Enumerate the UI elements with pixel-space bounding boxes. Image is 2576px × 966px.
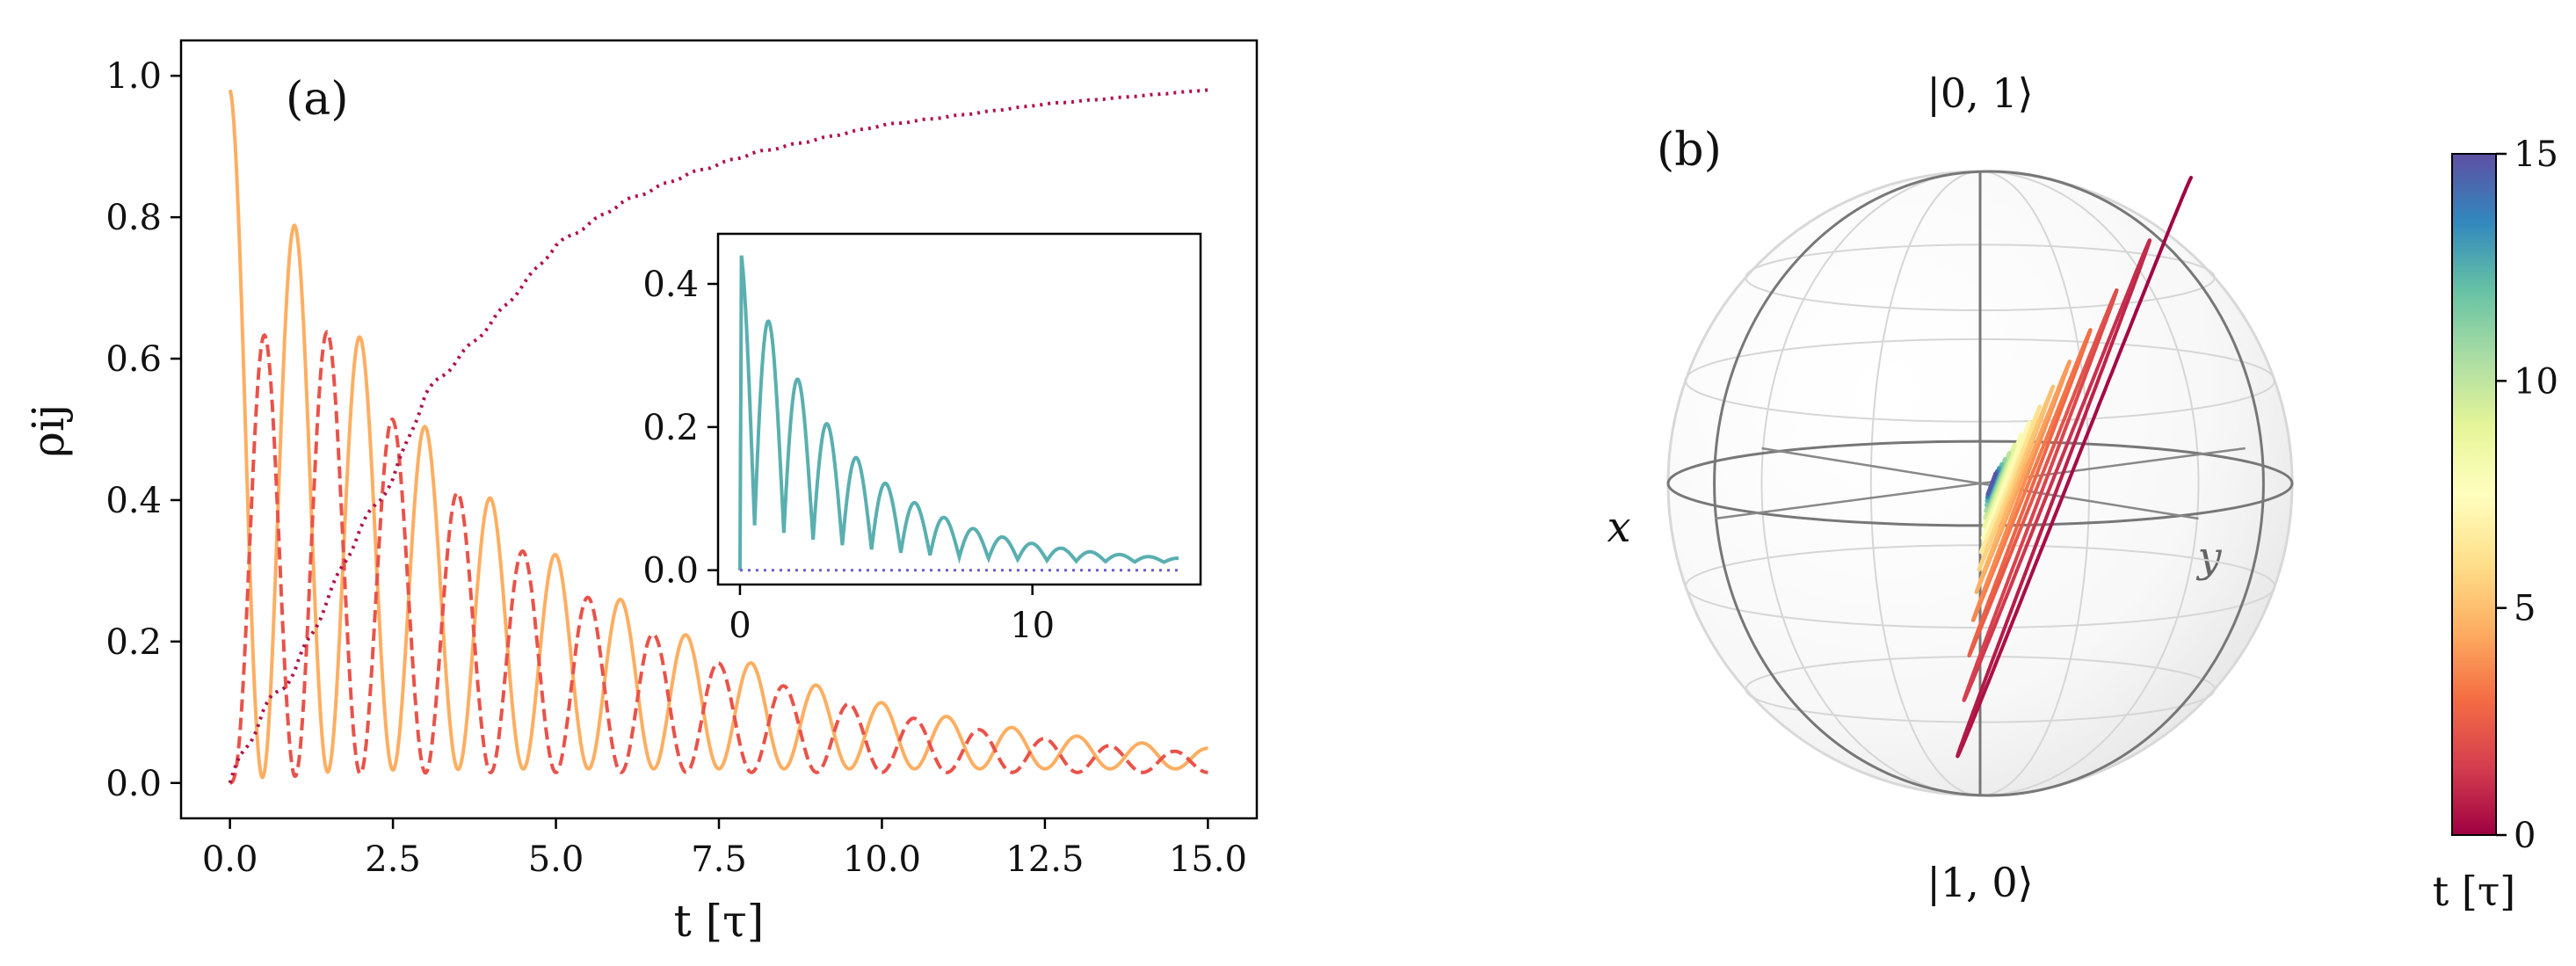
- inset-x-tick-label: 0: [729, 606, 751, 646]
- trajectory: [1956, 176, 2193, 759]
- sphere-y-axis: [1761, 447, 2199, 520]
- y-tick-label: 0.8: [105, 198, 162, 238]
- colorbar-tick-label: 0: [2514, 816, 2536, 856]
- inset-y-tick-label: 0.0: [642, 551, 699, 592]
- x-tick-label: 7.5: [691, 839, 747, 880]
- pole-label-top: |0, 1⟩: [1927, 69, 2033, 117]
- panel-label-b: (b): [1657, 124, 1722, 177]
- inset-x-tick-label: 10: [1010, 606, 1055, 646]
- y-tick-label: 0.4: [105, 481, 162, 521]
- trajectory-segment: [2039, 537, 2048, 552]
- trajectory-segment: [2127, 317, 2135, 331]
- trajectory-segment: [2052, 504, 2061, 519]
- trajectory-segment: [2048, 515, 2057, 531]
- x-axis-label: t [τ]: [674, 896, 765, 947]
- trajectory-segment: [2101, 380, 2110, 396]
- trajectory-segment: [2030, 559, 2039, 574]
- trajectory-segment: [2045, 502, 2054, 516]
- y-tick-label: 0.6: [105, 339, 162, 380]
- trajectory-segment: [2119, 338, 2127, 352]
- trajectory-segment: [2038, 522, 2046, 536]
- inset-ticks: 0 10 0.0 0.2 0.4: [642, 265, 1055, 646]
- trajectory-segment: [2014, 600, 2022, 614]
- trajectory-segment: [2075, 447, 2084, 463]
- trajectory-segment: [2027, 570, 2035, 585]
- trajectory-segment: [2115, 348, 2123, 363]
- x-tick-label: 10.0: [843, 839, 921, 880]
- trajectory-segment: [2079, 436, 2088, 452]
- series-population-1: [228, 89, 1208, 781]
- trajectory-segment: [2110, 359, 2119, 374]
- main-ticks: 0.0 2.5 5.0 7.5 10.0 12.5 15.0 0.0 0.2 0.4 0.6 0.8 1…: [105, 56, 1247, 880]
- colorbar-label: t [τ]: [2433, 868, 2515, 915]
- colorbar-tick-label: 5: [2514, 589, 2536, 629]
- x-tick-label: 5.0: [528, 839, 584, 880]
- inset-y-tick-label: 0.2: [642, 408, 699, 448]
- colorbar-tick-label: 10: [2514, 361, 2558, 402]
- panel-label-a: (a): [286, 73, 349, 126]
- trajectory-segment: [2057, 492, 2065, 508]
- y-tick-label: 1.0: [105, 56, 162, 97]
- axis-label-x: x: [1607, 503, 1630, 552]
- sphere-meridian: [1713, 170, 2265, 797]
- series-ground-state: [228, 88, 1208, 784]
- x-tick-label: 2.5: [365, 839, 421, 880]
- trajectory-segment: [2061, 482, 2070, 497]
- colorbar: [2451, 153, 2497, 836]
- trajectory-segment: [2034, 532, 2043, 546]
- trajectory-segment: [2053, 482, 2061, 496]
- y-tick-label: 0.2: [105, 622, 162, 663]
- trajectory-segment: [2042, 512, 2050, 527]
- trajectory-segment: [2030, 541, 2038, 556]
- trajectory-segment: [2050, 491, 2057, 505]
- trajectory-segment: [2088, 413, 2097, 429]
- x-tick-label: 0.0: [202, 839, 258, 880]
- x-tick-label: 15.0: [1169, 839, 1247, 880]
- colorbar-ticks: 0 5 10 15: [2496, 134, 2558, 856]
- trajectory-segment: [2057, 471, 2065, 485]
- trajectory-segment: [2061, 461, 2069, 476]
- inset-axes-frame: [716, 232, 1202, 586]
- x-tick-label: 12.5: [1005, 839, 1084, 880]
- trajectory-segment: [2022, 580, 2030, 594]
- inset-series-coherence: [738, 255, 1179, 570]
- trajectory-segment: [2122, 327, 2131, 342]
- colorbar-tick-label: 15: [2514, 134, 2558, 175]
- trajectory-segment: [2070, 459, 2079, 475]
- trajectory-segment: [2084, 425, 2093, 440]
- pole-label-bottom: |1, 0⟩: [1927, 859, 2033, 906]
- trajectory-segment: [2018, 590, 2027, 605]
- panel-a: 0.0 2.5 5.0 7.5 10.0 12.5 15.0 0.0 0.2 0.4 0.6 0.8 1…: [23, 39, 1259, 947]
- y-tick-label: 0.0: [105, 764, 162, 804]
- trajectory-segment: [2093, 402, 2101, 418]
- trajectory-segment: [2106, 369, 2115, 384]
- trajectory-segment: [2065, 470, 2074, 485]
- trajectory-segment: [2043, 527, 2052, 541]
- series-population-2: [229, 330, 1208, 785]
- trajectory-segment: [2097, 391, 2106, 406]
- y-axis-label: ρij: [23, 404, 74, 458]
- trajectory-segment: [2035, 548, 2043, 563]
- trajectory-segment: [2064, 451, 2072, 466]
- inset-series: [738, 255, 1179, 572]
- bloch-sphere: [1666, 170, 2294, 797]
- inset-y-tick-label: 0.4: [642, 265, 699, 305]
- main-series: [228, 88, 1208, 785]
